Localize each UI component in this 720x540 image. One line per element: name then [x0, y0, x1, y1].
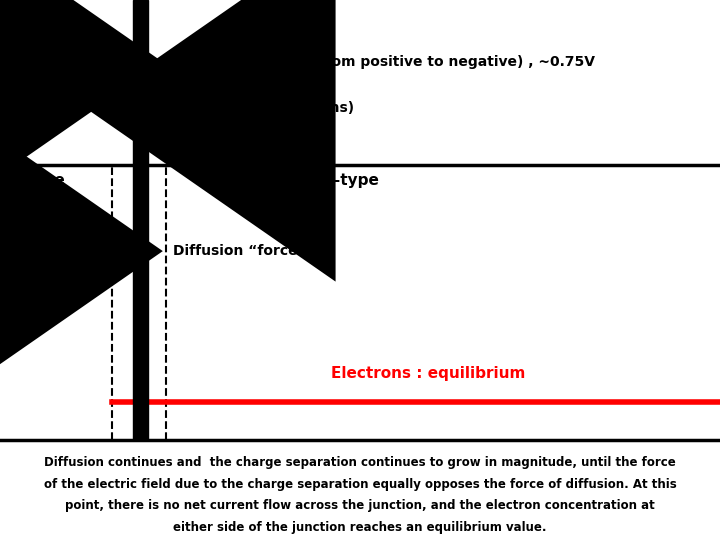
Text: (oriented from positive to negative) , ~0.75V: (oriented from positive to negative) , ~… [236, 55, 595, 69]
Text: point, there is no net current flow across the junction, and the electron concen: point, there is no net current flow acro… [65, 500, 655, 512]
Text: force: force [215, 101, 255, 115]
Text: field: field [215, 55, 249, 69]
Text: P-type: P-type [324, 173, 380, 188]
Text: Electric: Electric [173, 101, 236, 115]
Text: either side of the junction reaches an equilibrium value.: either side of the junction reaches an e… [174, 521, 546, 534]
Text: (on electrons): (on electrons) [239, 101, 354, 115]
Bar [133, 0, 148, 440]
Text: $\it{E}$: $\it{E}$ [64, 46, 80, 67]
Text: Diffusion “force”: Diffusion “force” [173, 244, 307, 258]
Text: N-type: N-type [7, 173, 65, 188]
Text: Electrons : equilibrium: Electrons : equilibrium [331, 366, 526, 381]
Text: of the electric field due to the charge separation equally opposes the force of : of the electric field due to the charge … [44, 478, 676, 491]
Text: Electric: Electric [173, 55, 236, 69]
Text: Diffusion continues and  the charge separation continues to grow in magnitude, u: Diffusion continues and the charge separ… [44, 456, 676, 469]
